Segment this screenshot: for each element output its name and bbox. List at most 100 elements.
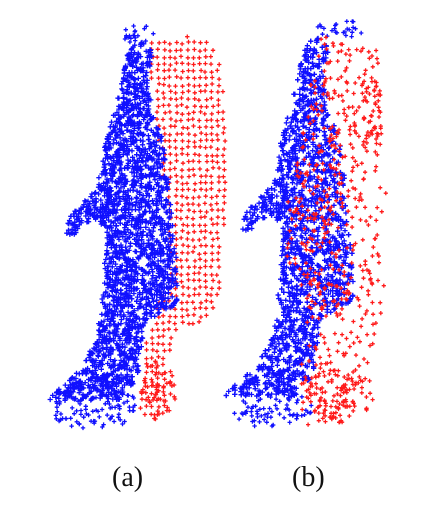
point-marker	[174, 60, 179, 66]
point-marker	[53, 413, 58, 418]
point-marker	[186, 321, 192, 326]
point-marker	[215, 147, 220, 152]
point-marker	[150, 327, 155, 333]
point-marker	[210, 159, 215, 164]
point-marker	[221, 194, 227, 199]
point-marker	[173, 118, 179, 124]
point-marker	[139, 142, 146, 148]
point-marker	[179, 151, 185, 156]
point-marker	[186, 187, 191, 192]
point-marker	[209, 70, 214, 75]
point-marker	[191, 55, 196, 61]
point-marker	[168, 96, 173, 101]
point-marker	[81, 415, 86, 420]
point-marker	[130, 408, 136, 413]
point-marker	[203, 251, 208, 256]
point-marker	[156, 104, 161, 109]
point-marker	[179, 300, 184, 305]
point-marker	[342, 228, 348, 234]
point-marker	[162, 167, 167, 172]
point-marker	[192, 271, 197, 276]
point-marker	[184, 307, 190, 313]
point-marker	[163, 110, 168, 115]
point-marker	[172, 166, 177, 171]
point-marker	[149, 355, 154, 361]
point-marker	[178, 75, 184, 81]
point-marker	[210, 257, 215, 263]
point-marker	[191, 123, 196, 129]
point-marker	[150, 298, 156, 305]
point-marker	[105, 412, 110, 418]
point-marker	[215, 221, 220, 227]
point-marker	[167, 132, 172, 137]
point-marker	[173, 254, 179, 260]
point-marker	[122, 165, 128, 171]
point-marker	[198, 75, 203, 80]
point-marker	[167, 48, 173, 54]
point-marker	[78, 408, 84, 413]
point-marker	[155, 258, 161, 264]
point-marker	[204, 159, 210, 164]
point-marker	[174, 257, 179, 263]
point-marker	[210, 165, 216, 170]
point-marker	[127, 243, 133, 249]
point-marker	[222, 187, 227, 192]
point-marker	[155, 97, 161, 102]
point-marker	[146, 395, 151, 400]
point-marker	[160, 410, 165, 416]
point-marker	[144, 361, 149, 366]
point-marker	[103, 401, 108, 406]
point-marker	[222, 180, 228, 185]
point-marker	[128, 374, 134, 380]
point-marker	[173, 314, 178, 319]
point-marker	[222, 146, 227, 152]
point-marker	[186, 244, 191, 249]
point-marker	[132, 248, 138, 254]
point-marker	[166, 327, 171, 332]
point-marker	[209, 81, 215, 87]
point-marker	[221, 222, 227, 227]
point-marker	[197, 153, 202, 158]
point-marker	[210, 278, 216, 283]
point-marker	[216, 264, 222, 270]
point-marker	[161, 389, 166, 395]
point-marker	[220, 117, 225, 122]
point-marker	[214, 201, 219, 206]
point-marker	[210, 153, 215, 158]
point-marker	[191, 173, 197, 178]
point-marker	[54, 405, 60, 410]
point-marker	[185, 152, 190, 157]
point-marker	[180, 181, 185, 187]
point-marker	[180, 320, 185, 325]
point-marker	[186, 82, 191, 88]
point-marker	[208, 230, 213, 235]
point-marker	[215, 137, 221, 142]
point-marker	[144, 340, 149, 346]
point-marker	[167, 202, 174, 208]
point-marker	[186, 265, 191, 270]
point-marker	[208, 264, 214, 269]
point-marker	[204, 298, 209, 303]
point-marker	[156, 314, 161, 320]
point-marker	[72, 411, 77, 416]
point-marker	[180, 284, 186, 290]
point-marker	[202, 69, 208, 75]
point-marker	[185, 75, 191, 80]
point-marker	[155, 327, 160, 332]
point-marker	[168, 391, 173, 397]
point-marker	[184, 181, 190, 186]
point-marker	[209, 272, 214, 278]
point-marker	[179, 194, 185, 199]
point-marker	[130, 187, 136, 193]
point-marker	[167, 138, 172, 143]
point-marker	[113, 223, 119, 229]
point-marker	[198, 265, 203, 270]
point-marker	[192, 152, 198, 157]
point-marker	[142, 412, 148, 417]
point-marker	[198, 243, 204, 248]
point-marker	[202, 88, 208, 94]
point-marker	[107, 301, 113, 307]
point-marker	[168, 160, 173, 166]
point-marker	[289, 219, 295, 225]
point-marker	[123, 27, 128, 32]
